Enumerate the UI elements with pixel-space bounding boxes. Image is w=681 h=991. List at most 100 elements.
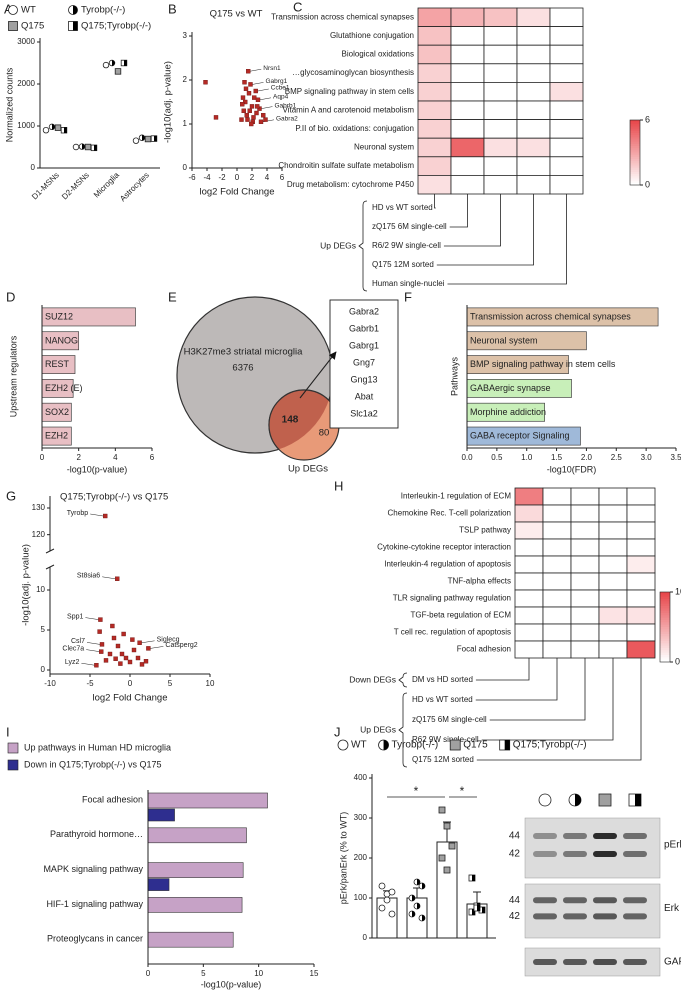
heat-cell <box>549 7 584 28</box>
x-tick-label: D2-MSNs <box>60 171 91 202</box>
colorbar-slice <box>630 159 640 162</box>
x-tick-label: 2.5 <box>611 453 623 462</box>
point <box>245 117 250 122</box>
heat-cell <box>514 521 544 540</box>
marker-body <box>84 143 92 151</box>
blot-band <box>533 897 557 904</box>
x-tick-label: -6 <box>188 173 196 182</box>
row-label: Cytokine-cytokine receptor interaction <box>377 543 511 552</box>
colorbar-slice <box>660 650 670 654</box>
significance-label: * <box>414 784 419 798</box>
marker-half <box>112 60 115 66</box>
panel-label: B <box>168 1 177 16</box>
x-tick-label: 5 <box>201 969 206 978</box>
y-tick-label: 0 <box>31 163 36 172</box>
y-axis-title: -log10(adj. p-value) <box>163 61 174 143</box>
heat-cell <box>514 589 544 608</box>
marker-body <box>598 793 612 807</box>
marker <box>443 822 451 830</box>
heat-cell <box>450 26 485 46</box>
blot-band <box>593 833 617 839</box>
heat-cell <box>483 7 518 28</box>
bar-label: BMP signaling pathway in stem cells <box>470 359 616 369</box>
heat-cell <box>514 606 544 625</box>
heat-cell <box>483 63 518 83</box>
heat-cell <box>598 572 628 591</box>
point <box>254 110 259 116</box>
category-label: Parathyroid hormone… <box>50 829 143 839</box>
x-tick-label: 4 <box>265 173 270 182</box>
point <box>107 651 113 657</box>
heat-cell <box>516 137 551 158</box>
colorbar-slice <box>630 146 640 149</box>
heat-cell <box>542 487 572 506</box>
x-tick-label: 10 <box>254 969 263 978</box>
colorbar-slice <box>660 617 670 621</box>
marker-half <box>73 5 78 15</box>
row-label: TLR signaling pathway regulation <box>393 594 511 603</box>
colorbar-slice <box>660 627 670 630</box>
label-connector <box>86 642 101 645</box>
marker <box>413 902 421 910</box>
bar <box>147 827 247 844</box>
marker-body <box>132 137 140 144</box>
row-label: Neuronal system <box>354 143 414 152</box>
heat-cell <box>570 555 600 574</box>
bar <box>147 808 175 822</box>
heat-cell <box>626 606 656 625</box>
blot-band <box>533 833 557 839</box>
x-tick-label: Astrocytes <box>118 171 151 204</box>
marker <box>54 124 62 131</box>
x-axis-title: log2 Fold Change <box>200 187 275 198</box>
marker-half <box>154 135 157 142</box>
label-connector <box>150 646 164 649</box>
heat-cell <box>549 82 584 102</box>
x-tick-label: 0.0 <box>461 453 473 462</box>
colorbar-slice <box>630 141 640 145</box>
colorbar-slice <box>660 636 670 640</box>
heat-cell <box>626 538 656 557</box>
colorbar-slice <box>660 610 670 614</box>
marker-body <box>144 135 152 143</box>
point <box>110 623 115 629</box>
heat-cell <box>417 174 452 195</box>
colorbar-slice <box>660 624 670 628</box>
point <box>251 115 256 120</box>
colorbar-slice <box>660 608 670 612</box>
point <box>103 658 109 663</box>
legend-label: WT <box>21 5 36 16</box>
colorbar-slice <box>630 137 640 140</box>
colorbar-slice <box>660 606 670 609</box>
y-tick-label: 200 <box>354 853 368 862</box>
point <box>255 104 260 109</box>
x-tick-label: 5 <box>168 679 173 688</box>
x-tick-label: -2 <box>218 173 226 182</box>
blot-band <box>593 959 617 965</box>
bar <box>376 897 398 939</box>
x-tick-label: 0.5 <box>491 453 503 462</box>
marker <box>408 894 416 902</box>
point <box>248 82 253 87</box>
legend-label: Q175 <box>463 740 488 751</box>
x-tick-label: 3.0 <box>641 453 653 462</box>
row-label: Focal adhesion <box>457 645 511 654</box>
column-label: R6/2 9W single-cell <box>372 241 441 250</box>
heat-cell <box>598 555 628 574</box>
blot-band <box>593 897 617 904</box>
heat-cell <box>570 606 600 625</box>
gene-label: Gabrb1 <box>349 323 379 333</box>
panel-label: J <box>334 724 341 739</box>
colorbar-label: 0 <box>645 179 650 189</box>
colorbar-slice <box>660 603 670 607</box>
heat-cell <box>450 156 485 176</box>
heat-cell <box>549 63 584 83</box>
bar-label: EZH2 <box>45 431 68 441</box>
mw-label: 44 <box>509 831 521 842</box>
colorbar-slice <box>630 176 640 179</box>
marker-body <box>8 5 18 15</box>
bar-label: Neuronal system <box>470 335 538 345</box>
colorbar-slice <box>660 620 670 623</box>
row-label: Chemokine Rec. T-cell polarization <box>388 509 511 518</box>
blot-panel <box>524 883 661 939</box>
